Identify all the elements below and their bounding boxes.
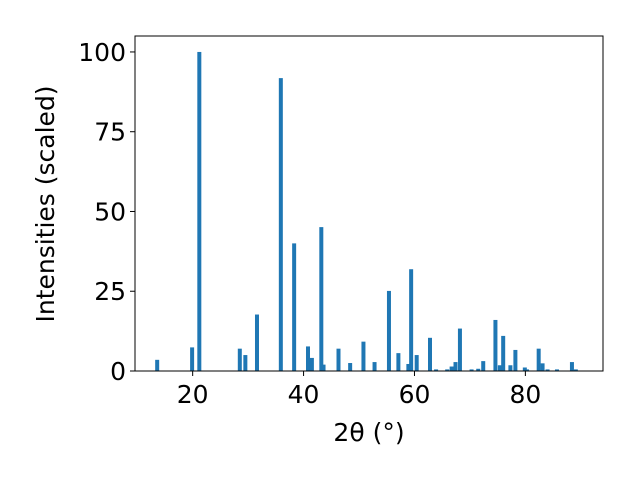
- x-tick-label: 80: [509, 380, 541, 409]
- bar: [409, 269, 414, 371]
- bar: [497, 365, 502, 371]
- bar: [190, 347, 195, 371]
- bar: [361, 341, 366, 371]
- bar: [309, 357, 314, 371]
- x-axis: 20 40 60 80: [177, 371, 541, 409]
- bar: [386, 290, 391, 371]
- bar: [513, 349, 518, 371]
- bar: [319, 227, 324, 371]
- bar: [449, 366, 454, 371]
- bar: [237, 348, 242, 371]
- bar: [414, 355, 419, 371]
- bar: [536, 348, 541, 371]
- bar: [197, 51, 202, 371]
- bar: [348, 363, 353, 371]
- bar: [254, 314, 259, 371]
- bar: [243, 355, 248, 371]
- bar: [453, 362, 458, 371]
- bars: [155, 51, 578, 372]
- bar: [545, 369, 550, 371]
- bar: [396, 353, 401, 371]
- x-tick-label: 20: [177, 380, 209, 409]
- bar: [508, 365, 513, 371]
- bar: [372, 362, 377, 371]
- bar: [445, 369, 450, 371]
- bar: [522, 367, 527, 371]
- bar: [554, 369, 559, 371]
- bar: [292, 243, 297, 371]
- y-tick-label: 0: [110, 357, 126, 386]
- bar: [457, 328, 462, 371]
- bar: [428, 337, 432, 371]
- y-tick-label: 25: [94, 277, 126, 306]
- bar: [434, 369, 439, 371]
- x-tick-label: 60: [399, 380, 431, 409]
- plot-frame: [134, 35, 604, 372]
- bar: [569, 362, 574, 371]
- bar: [525, 369, 530, 371]
- y-axis: 0 25 50 75 100: [78, 38, 135, 386]
- bar: [493, 319, 498, 371]
- bar: [540, 363, 545, 371]
- bar: [155, 359, 160, 371]
- y-tick-label: 50: [94, 197, 126, 226]
- bar: [336, 348, 341, 371]
- bar: [573, 369, 578, 371]
- bar: [476, 368, 481, 371]
- bar: [321, 364, 326, 371]
- y-tick-label: 75: [94, 118, 126, 147]
- x-tick-label: 40: [288, 380, 320, 409]
- y-tick-label: 100: [78, 38, 126, 67]
- bar: [501, 335, 506, 371]
- bar: [306, 346, 310, 371]
- x-axis-label: 2θ (°): [333, 418, 404, 447]
- bar: [469, 369, 474, 371]
- y-axis-label: Intensities (scaled): [31, 85, 60, 322]
- bar: [406, 363, 411, 371]
- bar: [481, 361, 486, 371]
- bar: [278, 78, 283, 372]
